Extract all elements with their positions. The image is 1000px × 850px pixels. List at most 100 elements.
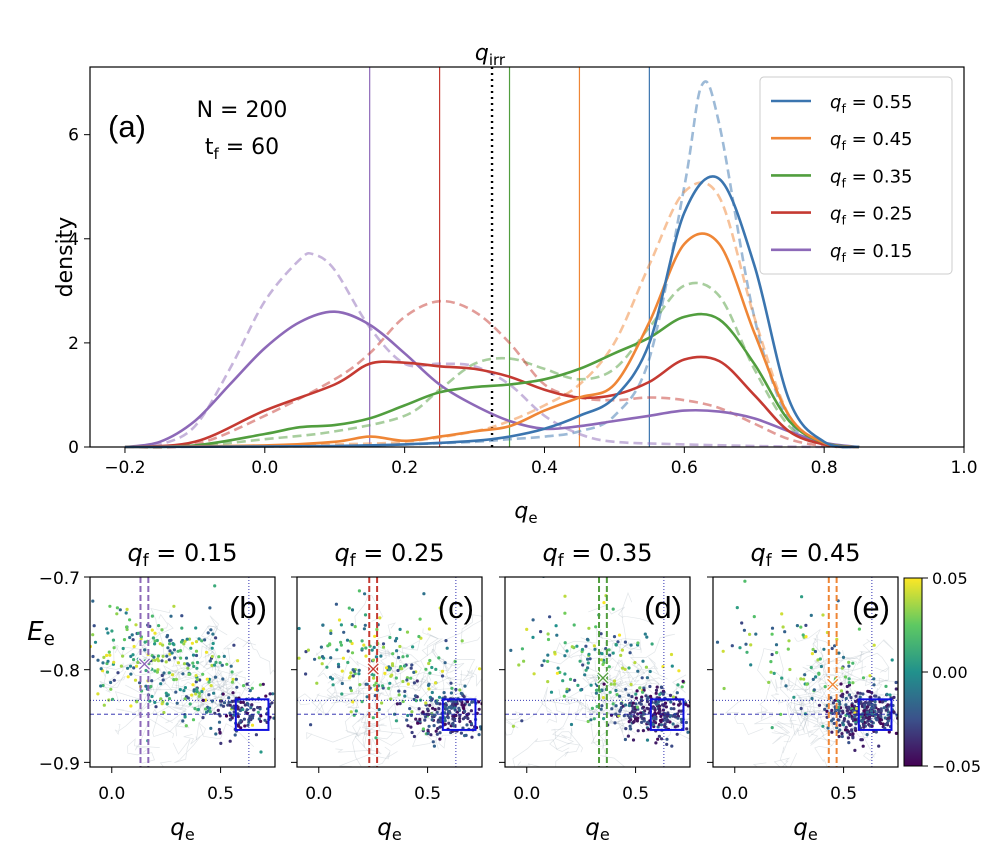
scatter-point <box>675 732 679 736</box>
scatter-point <box>847 714 852 718</box>
trajectory-line <box>401 639 421 665</box>
scatter-point <box>857 627 862 631</box>
scatter-point <box>250 686 254 690</box>
scatter-point <box>775 651 779 655</box>
scatter-point <box>245 682 249 686</box>
scatter-point <box>370 648 374 652</box>
scatter-point <box>320 662 324 666</box>
scatter-point <box>865 733 869 737</box>
target-box <box>441 698 477 731</box>
scatter-point <box>888 693 892 697</box>
scatter-point <box>175 701 179 705</box>
scatter-point <box>393 712 397 716</box>
scatter-point <box>416 721 420 725</box>
scatter-point <box>180 626 184 630</box>
scatter-point <box>128 664 133 668</box>
trajectory-line <box>590 725 625 767</box>
scatter-point <box>886 703 890 707</box>
scatter-point <box>450 686 454 690</box>
scatter-point <box>256 710 260 714</box>
scatter-point <box>403 694 407 698</box>
scatter-point <box>661 708 666 712</box>
scatter-point <box>165 654 169 658</box>
trajectory-line <box>549 731 584 753</box>
scatter-point <box>340 681 344 686</box>
scatter-point <box>588 657 592 661</box>
scatter-point <box>391 652 395 656</box>
scatter-point <box>212 691 216 695</box>
scatter-point <box>414 717 418 721</box>
scatter-point <box>658 709 662 713</box>
scatter-point <box>669 714 673 718</box>
scatter-point <box>656 737 660 741</box>
scatter-point <box>387 668 391 672</box>
scatter-point <box>478 667 482 671</box>
scatter-point <box>194 640 199 644</box>
scatter-point <box>378 616 382 620</box>
scatter-point <box>668 693 673 698</box>
scatter-point <box>169 614 173 618</box>
scatter-point <box>170 673 175 677</box>
scatter-point <box>587 626 591 630</box>
scatter-point <box>681 679 685 684</box>
scatter-point <box>609 682 613 686</box>
scatter-point <box>465 700 469 704</box>
scatter-point <box>884 684 888 689</box>
scatter-point <box>779 712 783 717</box>
scatter-point <box>628 651 632 655</box>
scatter-point <box>345 638 350 642</box>
scatter-plot-area: × <box>284 577 482 767</box>
trajectory-line <box>170 671 204 682</box>
x-tick-label: 0.5 <box>207 784 234 804</box>
scatter-point <box>894 680 898 685</box>
scatter-point <box>694 740 697 743</box>
scatter-point <box>830 719 834 723</box>
trajectory-line <box>273 707 275 708</box>
scatter-point <box>563 654 567 658</box>
scatter-point <box>174 690 178 694</box>
y-tick-label: 4 <box>68 230 79 250</box>
trajectory-line <box>374 647 403 662</box>
scatter-point <box>454 702 458 706</box>
scatter-point <box>81 616 84 619</box>
density-panel: −0.2 0.0 0.2 0.4 0.6 0.8 1.0 0 2 4 6 density qe q… <box>53 41 978 527</box>
scatter-point <box>844 703 848 707</box>
scatter-point <box>350 641 354 646</box>
scatter-point <box>594 691 599 695</box>
scatter-point <box>160 673 164 678</box>
scatter-panels: × 0.0 0.5 −0.7 −0.8 −0.9 qf = 0.15 (b) qe Ee × 0.0 0… <box>27 539 899 844</box>
scatter-point <box>224 714 229 718</box>
scatter-point <box>112 678 116 682</box>
scatter-point <box>656 700 660 704</box>
scatter-point <box>640 720 644 725</box>
scatter-point <box>101 661 105 665</box>
scatter-point <box>74 631 77 634</box>
scatter-point <box>443 722 447 726</box>
scatter-point <box>839 694 843 698</box>
trajectory-line <box>598 628 642 653</box>
scatter-point <box>707 694 710 697</box>
scatter-point <box>450 702 455 706</box>
scatter-point <box>641 690 645 694</box>
scatter-point <box>629 643 633 647</box>
scatter-point <box>167 697 172 701</box>
scatter-point <box>184 656 189 660</box>
scatter-point <box>210 663 214 668</box>
scatter-point <box>406 724 410 728</box>
scatter-point <box>848 732 852 737</box>
scatter-point <box>579 688 583 692</box>
scatter-point <box>284 626 287 629</box>
scatter-point <box>171 642 175 646</box>
trajectory-line <box>143 674 187 714</box>
scatter-point <box>586 661 590 665</box>
scatter-point <box>297 626 301 631</box>
scatter-point <box>846 730 851 734</box>
scatter-point <box>847 664 851 668</box>
y-tick-label: 6 <box>68 126 79 146</box>
scatter-point <box>458 719 462 724</box>
trajectory-line <box>818 721 846 747</box>
trajectory-line <box>724 698 764 736</box>
scatter-point <box>164 660 168 664</box>
scatter-point <box>190 641 194 645</box>
scatter-point <box>565 687 569 691</box>
